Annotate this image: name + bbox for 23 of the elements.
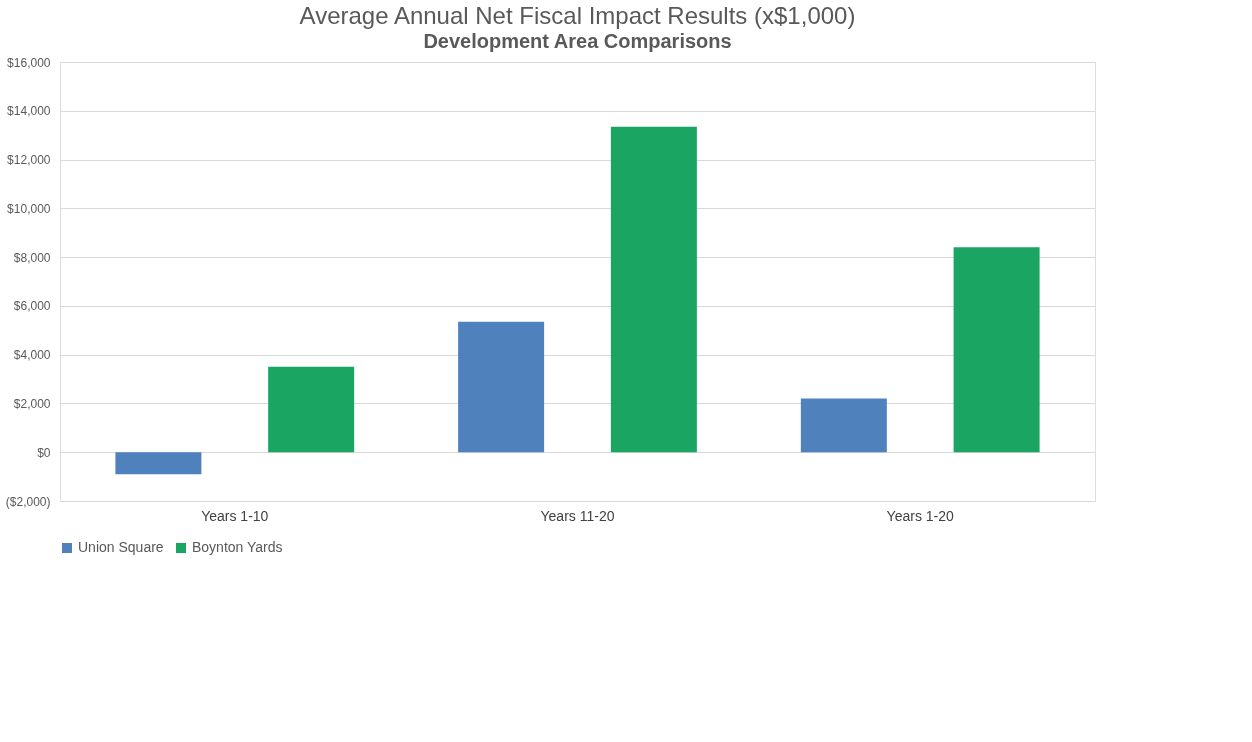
- chart-title: Average Annual Net Fiscal Impact Results (x$1,000): [299, 2, 856, 29]
- y-tick-label: $12,000: [7, 153, 51, 168]
- bar: [458, 321, 545, 453]
- y-tick-label: $2,000: [13, 396, 51, 411]
- bar: [268, 366, 355, 453]
- y-tick-label: $10,000: [7, 201, 51, 216]
- x-tick-label: Years 11-20: [540, 507, 615, 524]
- legend-label: Union Square: [78, 539, 164, 555]
- y-tick-label: $0: [37, 445, 51, 460]
- y-tick-label: $4,000: [13, 348, 51, 363]
- y-tick-label: ($2,000): [5, 494, 51, 509]
- y-tick-label: $8,000: [13, 250, 51, 265]
- y-tick-label: $6,000: [13, 299, 51, 314]
- legend-label: Boynton Yards: [192, 539, 283, 555]
- bar: [115, 452, 202, 475]
- chart-subtitle: Development Area Comparisons: [423, 30, 732, 52]
- bar: [610, 126, 697, 453]
- bar: [800, 398, 887, 453]
- x-tick-label: Years 1-10: [201, 507, 269, 524]
- y-tick-label: $14,000: [7, 104, 51, 119]
- bar: [953, 247, 1040, 453]
- x-tick-label: Years 1-20: [886, 507, 955, 524]
- y-tick-label: $16,000: [7, 55, 51, 70]
